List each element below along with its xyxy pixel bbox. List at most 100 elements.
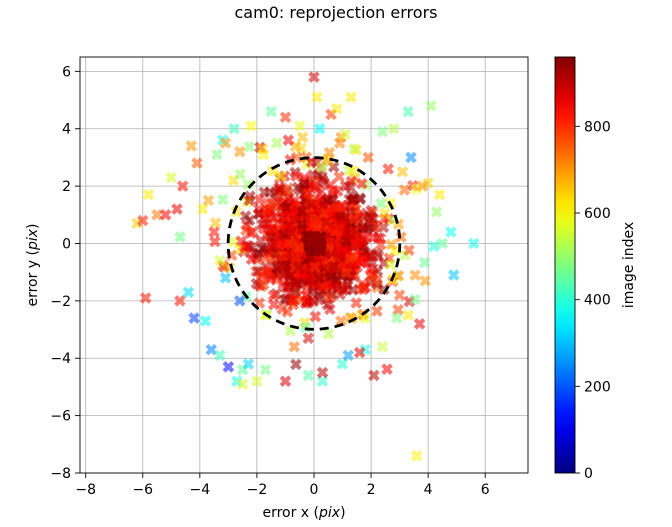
data-point (251, 375, 263, 387)
cloud-point (371, 305, 383, 317)
data-point (159, 209, 172, 221)
data-point (165, 171, 178, 184)
cloud-point (243, 214, 256, 227)
cloud-point (257, 222, 270, 235)
cloud-point (309, 261, 321, 273)
cloud-point (326, 192, 339, 205)
data-point (342, 349, 355, 362)
data-point (222, 361, 235, 373)
cloud-point (239, 242, 251, 254)
cloud-point (288, 213, 300, 226)
cloud-point (385, 238, 398, 251)
x-tick-label: −4 (190, 482, 211, 498)
cloud-point (403, 244, 415, 256)
cloud-point (344, 253, 356, 265)
data-point (311, 91, 323, 103)
colorbar-ticks: 0 200 400 600 800 (575, 119, 611, 482)
cloud-point (263, 209, 275, 221)
data-point (265, 105, 277, 118)
data-point (256, 143, 269, 155)
data-point (242, 358, 255, 370)
cloud-point (358, 220, 370, 232)
cloud-point (305, 198, 318, 210)
cloud-point (347, 164, 360, 177)
data-point (208, 226, 220, 238)
x-tick-label: −8 (75, 482, 96, 498)
cloud-point (290, 170, 302, 182)
cloud-point (209, 217, 222, 229)
cloud-point (371, 273, 384, 286)
data-point (279, 111, 292, 124)
data-point (185, 140, 198, 152)
cloud-point (230, 205, 243, 218)
data-point (282, 134, 295, 146)
cloud-point (354, 193, 367, 206)
colorbar-gradient (554, 56, 576, 474)
data-point (191, 157, 203, 169)
cloud-point (377, 221, 390, 234)
data-point (436, 237, 449, 250)
cloud-point (290, 251, 302, 264)
cloud-point (282, 182, 294, 194)
cloud-point (244, 227, 257, 239)
x-tick-label: 4 (424, 482, 433, 498)
cloud-point (350, 297, 363, 309)
data-point (236, 378, 249, 390)
data-point (410, 450, 423, 462)
x-tick-label: −2 (247, 482, 268, 498)
data-point (202, 194, 215, 207)
cloud-point (262, 264, 274, 277)
cloud-point (234, 168, 247, 181)
cloud-point (209, 235, 221, 248)
chart-title: cam0: reprojection errors (235, 3, 438, 22)
cloud-point (341, 235, 353, 248)
x-tick-label: 2 (367, 482, 376, 498)
cloud-point (359, 281, 372, 294)
cloud-point (329, 236, 342, 248)
cloud-point (344, 206, 357, 218)
cloud-point (367, 213, 380, 225)
data-point (405, 151, 417, 164)
cloud-point (340, 267, 353, 279)
data-point (390, 312, 403, 324)
cloud-point (265, 224, 277, 237)
x-tick-label: −6 (132, 482, 153, 498)
cloud-point (292, 277, 304, 289)
data-point (416, 180, 429, 192)
cloud-point (348, 224, 361, 237)
cloud-point (324, 271, 337, 283)
x-tick-label: 6 (481, 482, 490, 498)
cloud-point (335, 315, 347, 327)
cloud-point (353, 255, 366, 267)
plot-frame (79, 56, 529, 474)
data-point (234, 295, 246, 307)
cloud-point (308, 216, 321, 228)
colorbar-tick-label: 0 (584, 466, 593, 482)
cloud-point (351, 261, 364, 273)
data-point (428, 240, 440, 253)
data-point (174, 295, 186, 307)
cloud-point (347, 284, 359, 296)
data-point (430, 206, 443, 218)
data-point (376, 340, 389, 353)
y-tick-label: −6 (50, 409, 71, 425)
data-point (293, 120, 306, 132)
cloud-point (316, 161, 328, 174)
cloud-point (267, 240, 279, 252)
data-point (467, 237, 480, 250)
cloud-point (290, 358, 302, 371)
cloud-point (321, 298, 334, 311)
data-point (171, 203, 183, 215)
data-point (182, 286, 195, 299)
cloud-point (333, 170, 345, 183)
data-point (214, 254, 226, 267)
data-point (433, 188, 446, 201)
cloud-point (296, 205, 308, 218)
x-axis: −8 −6 −4 −2 0 2 4 6 (75, 473, 490, 498)
data-point (199, 315, 212, 327)
cloud-point (274, 183, 286, 195)
data-point (296, 131, 309, 144)
cloud-point (298, 177, 311, 190)
cloud-point (254, 234, 267, 247)
